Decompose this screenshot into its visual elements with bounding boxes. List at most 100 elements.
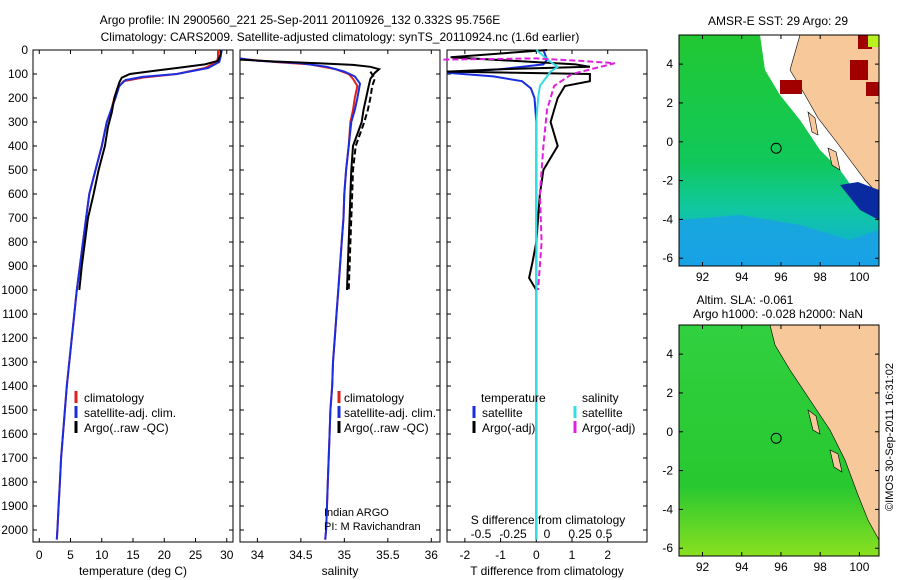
series-line-argo — [78, 50, 222, 291]
map-lon-label: 92 — [696, 560, 710, 574]
difference-xlabel-top: S difference from climatology — [471, 513, 626, 527]
series-line-t-argo — [446, 49, 591, 291]
x-tick-label: 25 — [189, 548, 203, 562]
legend-label-climatology: climatology — [84, 391, 144, 405]
sst-map-title: AMSR-E SST: 29 Argo: 29 — [708, 14, 848, 28]
map-lat-label: -4 — [662, 502, 673, 516]
depth-tick-label: 900 — [8, 259, 28, 273]
depth-tick-label: 600 — [8, 187, 28, 201]
figure-title-line1: Argo profile: IN 2900560_221 25-Sep-2011… — [100, 13, 501, 27]
map-lon-label: 94 — [735, 270, 749, 284]
series-line-t-satellite — [446, 49, 549, 540]
sla-map-ticks: 92 94 96 98 100 4 2 0 -2 -4 -6 — [662, 325, 879, 574]
depth-tick-label: 1400 — [1, 379, 28, 393]
map-lat-label: -2 — [662, 464, 673, 478]
island — [807, 111, 819, 136]
x-tick-label: 35.5 — [376, 548, 400, 562]
depth-tick-label: 500 — [8, 163, 28, 177]
imos-credit: ©IMOS 30-Sep-2011 16:31:02 — [884, 363, 896, 511]
sst-blue-coast — [840, 182, 879, 220]
temperature-panel: 0100200300400500600700800900100011001200… — [1, 43, 233, 578]
map-lon-label: 96 — [774, 560, 788, 574]
map-lon-label: 100 — [849, 560, 869, 574]
legend-label-t-satellite: satellite — [482, 406, 523, 420]
legend-label-argo: Argo(..raw -QC) — [344, 421, 429, 435]
legend-label-satellite: satellite-adj. clim. — [344, 406, 436, 420]
legend-label-satellite: satellite-adj. clim. — [84, 406, 176, 420]
depth-tick-label: 1600 — [1, 427, 28, 441]
sst-cloud-cell — [866, 82, 879, 96]
x-tick-label: 2 — [604, 548, 611, 562]
series-line-satellite — [55, 49, 223, 540]
s-tick-label: -0.5 — [471, 527, 492, 541]
argo-position-marker — [770, 432, 782, 444]
legend-label-argo: Argo(..raw -QC) — [84, 421, 169, 435]
map-lat-label: -2 — [662, 174, 673, 188]
salinity-panel-frame — [239, 49, 441, 543]
series-line-climatology — [248, 58, 359, 540]
island — [807, 409, 821, 435]
sst-cloud-cell — [780, 80, 802, 94]
depth-tick-label: 1800 — [1, 475, 28, 489]
legend-label-t-argo: Argo(-adj) — [482, 421, 535, 435]
series-line-s-argo — [443, 57, 616, 291]
sla-map-title-line1: Altim. SLA: -0.061 — [697, 293, 794, 307]
depth-tick-label: 1900 — [1, 499, 28, 513]
depth-axis: 0 100 200 300 400 500 600 700 800 900 1000 1100 1200… — [1, 43, 233, 537]
depth-tick-label: 700 — [8, 211, 28, 225]
legend-heading-salinity: salinity — [582, 391, 619, 405]
depth-tick-label: 200 — [8, 91, 28, 105]
salinity-series — [239, 57, 382, 540]
depth-tick-label: 1700 — [1, 451, 28, 465]
map-lat-label: 2 — [666, 386, 673, 400]
map-lat-label: 0 — [666, 135, 673, 149]
x-tick-label: 0 — [36, 548, 43, 562]
x-tick-label: 20 — [158, 548, 172, 562]
legend-label-s-argo: Argo(-adj) — [582, 421, 635, 435]
legend-label-climatology: climatology — [344, 391, 404, 405]
temperature-panel-frame — [32, 49, 234, 543]
legend-label-s-satellite: satellite — [582, 406, 623, 420]
sst-cloud-cell — [868, 35, 879, 47]
depth-tick-label: 100 — [8, 67, 28, 81]
x-tick-label: -1 — [495, 548, 506, 562]
map-lat-label: 0 — [666, 425, 673, 439]
salinity-x-axis: 34 34.5 35 35.5 36 — [251, 50, 439, 562]
annotation-indian-argo: Indian ARGO — [324, 507, 389, 519]
difference-x-axis: -2 -1 0 1 2 — [460, 50, 611, 562]
salinity-panel: 34 34.5 35 35.5 36 salinity climatology sate… — [239, 49, 441, 578]
series-line-s-satellite — [535, 49, 560, 540]
island — [827, 147, 841, 171]
x-tick-label: 1 — [569, 548, 576, 562]
map-lat-label: 4 — [666, 347, 673, 361]
map-lat-label: -6 — [662, 251, 673, 265]
s-diff-tick-labels: -0.5 -0.25 0 0.25 0.5 — [471, 527, 613, 541]
x-tick-label: 0 — [533, 548, 540, 562]
difference-panel-frame — [446, 49, 648, 543]
depth-tick-label: 2000 — [1, 523, 28, 537]
depth-tick-label: 1100 — [2, 307, 28, 321]
salinity-legend: climatology satellite-adj. clim. Argo(..… — [337, 391, 436, 435]
depth-tick-label: 1300 — [1, 355, 28, 369]
temperature-legend: climatology satellite-adj. clim. Argo(..… — [74, 391, 176, 435]
map-lon-label: 92 — [696, 270, 710, 284]
sla-map-title-line2: Argo h1000: -0.028 h2000: NaN — [693, 307, 863, 321]
map-lat-label: 4 — [666, 57, 673, 71]
argo-position-marker — [770, 142, 782, 154]
annotation-pi: PI: M Ravichandran — [324, 521, 421, 533]
salinity-depth-ticks — [240, 49, 440, 531]
temperature-xlabel: temperature (deg C) — [79, 564, 187, 578]
s-tick-label: 0 — [544, 527, 551, 541]
map-lon-label: 94 — [735, 560, 749, 574]
temperature-series — [55, 49, 223, 540]
depth-tick-label: 1500 — [1, 403, 28, 417]
legend-heading-temperature: temperature — [481, 391, 546, 405]
x-tick-label: 36 — [425, 548, 439, 562]
series-line-argo — [239, 58, 382, 291]
series-line-argo-adj- — [347, 71, 376, 291]
map-lat-label: -4 — [662, 212, 673, 226]
x-tick-label: 35 — [338, 548, 352, 562]
map-lat-label: 2 — [666, 96, 673, 110]
depth-tick-label: 300 — [8, 115, 28, 129]
